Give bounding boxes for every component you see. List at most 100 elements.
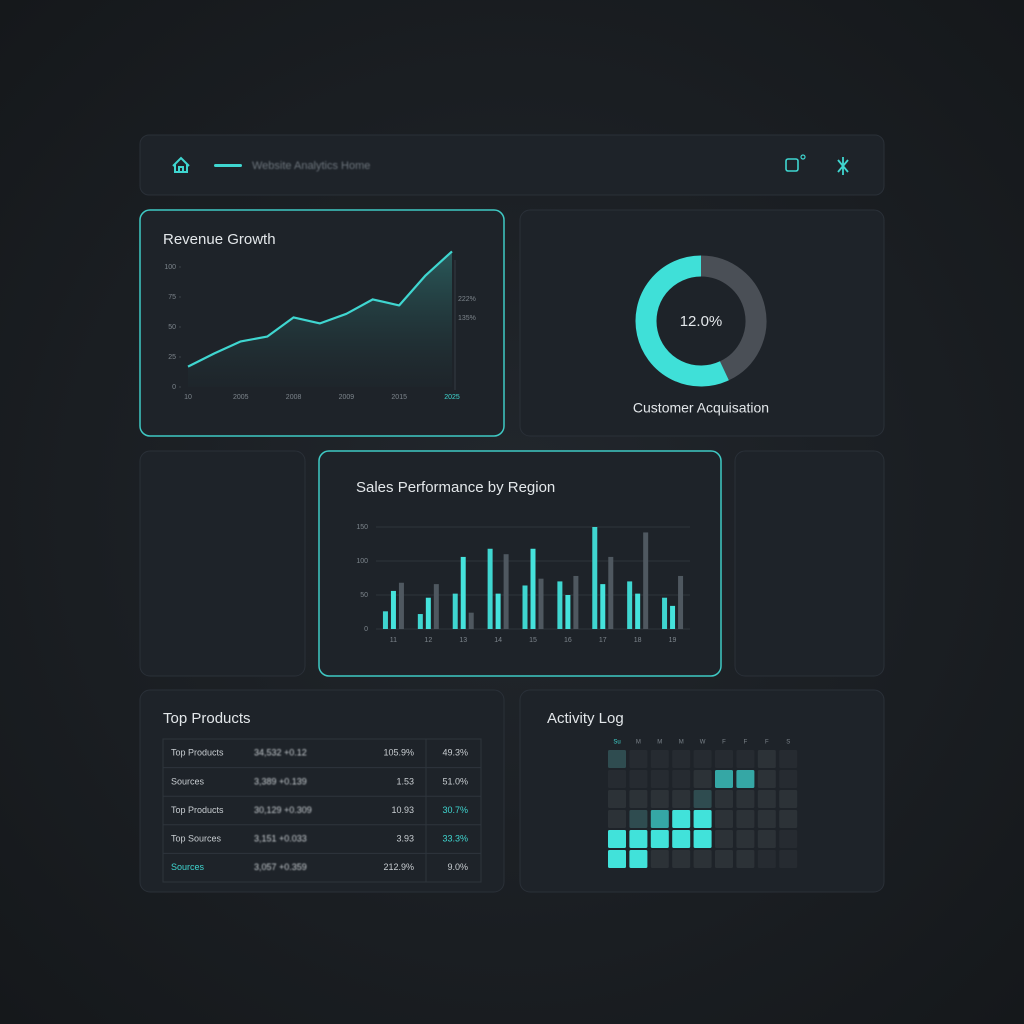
heat-cell — [693, 850, 712, 868]
heat-cell — [672, 790, 691, 808]
table-cell: 3.93 — [396, 833, 414, 843]
day-label: F — [722, 740, 726, 746]
heat-cell — [650, 850, 669, 868]
heat-cell — [608, 790, 626, 808]
heat-cell — [715, 770, 733, 788]
heat-cell — [715, 750, 733, 768]
y-tick-label: 25 — [168, 354, 176, 361]
heat-cell — [736, 830, 755, 848]
heat-cell — [693, 770, 712, 788]
day-label: M — [636, 740, 641, 746]
table-cell: 1.53 — [396, 776, 414, 786]
heat-cell — [779, 810, 798, 828]
table-cell: 49.3% — [442, 748, 468, 758]
x-tick-label: 11 — [390, 637, 397, 644]
heat-cell — [693, 790, 712, 808]
donut-label: 12.0% — [680, 313, 723, 330]
heat-cell — [629, 810, 648, 828]
acquisition-panel — [519, 209, 885, 437]
heat-cell — [757, 850, 776, 868]
heat-cell — [736, 750, 755, 768]
heat-cell — [629, 830, 648, 848]
heat-cell — [672, 750, 691, 768]
window-icon-dot — [800, 154, 806, 160]
products-panel — [139, 689, 505, 893]
table-cell: Top Products — [171, 748, 224, 758]
heat-cell — [736, 770, 755, 788]
x-tick-label: 2015 — [391, 394, 407, 401]
bar — [557, 581, 563, 629]
y-tick-label: 0 — [364, 626, 368, 633]
bar — [398, 582, 404, 629]
table-cell: Sources — [171, 776, 205, 786]
x-tick-label: 19 — [669, 637, 677, 644]
heat-cell — [779, 830, 798, 848]
bar — [487, 548, 493, 629]
heat-cell — [650, 770, 669, 788]
heat-cell — [672, 810, 691, 828]
x-tick-label: 17 — [599, 637, 607, 644]
heat-cell — [629, 770, 648, 788]
window-icon[interactable] — [785, 158, 799, 172]
bar — [452, 593, 458, 629]
heat-cell — [715, 850, 733, 868]
breadcrumb: Website Analytics Home — [252, 160, 370, 172]
line — [187, 250, 453, 368]
bar — [503, 554, 509, 629]
heat-cell — [650, 790, 669, 808]
annotation: 135% — [458, 315, 476, 322]
day-label: F — [765, 740, 769, 746]
heat-cell — [779, 750, 798, 768]
heat-cell — [608, 750, 626, 768]
panel-title: Top Products — [163, 710, 251, 727]
bar — [627, 581, 633, 629]
bar — [460, 556, 466, 629]
table-cell: 30,129 +0.309 — [254, 805, 312, 815]
x-tick-label: 2005 — [233, 394, 249, 401]
heat-cell — [736, 850, 755, 868]
x-tick-label: 2025 — [444, 394, 460, 401]
heat-cell — [779, 770, 798, 788]
y-tick-label: 100 — [356, 558, 368, 565]
panel-title: Revenue Growth — [163, 231, 276, 248]
bar — [573, 575, 579, 629]
day-label: M — [657, 740, 662, 746]
x-tick-label: 2009 — [339, 394, 355, 401]
x-tick-label: 2008 — [286, 394, 302, 401]
home-icon[interactable] — [172, 156, 190, 173]
bar — [643, 532, 649, 629]
heat-cell — [608, 810, 626, 828]
bar — [600, 584, 606, 629]
heat-cell — [779, 790, 798, 808]
empty-panel — [139, 450, 306, 677]
heat-cell — [672, 830, 691, 848]
heat-cell — [693, 830, 712, 848]
bar — [530, 548, 536, 629]
bar — [608, 556, 614, 629]
heat-cell — [672, 770, 691, 788]
heat-cell — [650, 830, 669, 848]
y-tick-label: 50 — [360, 592, 368, 599]
bar — [678, 575, 684, 629]
bar — [468, 612, 474, 629]
y-tick-label: 75 — [168, 294, 176, 301]
table-cell: Top Products — [171, 805, 224, 815]
tools-icon[interactable] — [837, 157, 849, 175]
bar — [670, 605, 676, 629]
annotation: 222% — [458, 296, 476, 303]
heat-cell — [757, 830, 776, 848]
heat-cell — [757, 810, 776, 828]
heat-cell — [715, 830, 733, 848]
heat-cell — [608, 850, 626, 868]
heat-cell — [629, 790, 648, 808]
bar — [522, 585, 528, 629]
heat-cell — [779, 850, 798, 868]
bar — [538, 578, 544, 629]
heat-cell — [608, 770, 626, 788]
heat-cell — [629, 750, 648, 768]
table-cell: 51.0% — [442, 776, 468, 786]
heat-cell — [693, 750, 712, 768]
x-tick-label: 12 — [424, 637, 432, 644]
x-tick-label: 15 — [529, 637, 537, 644]
